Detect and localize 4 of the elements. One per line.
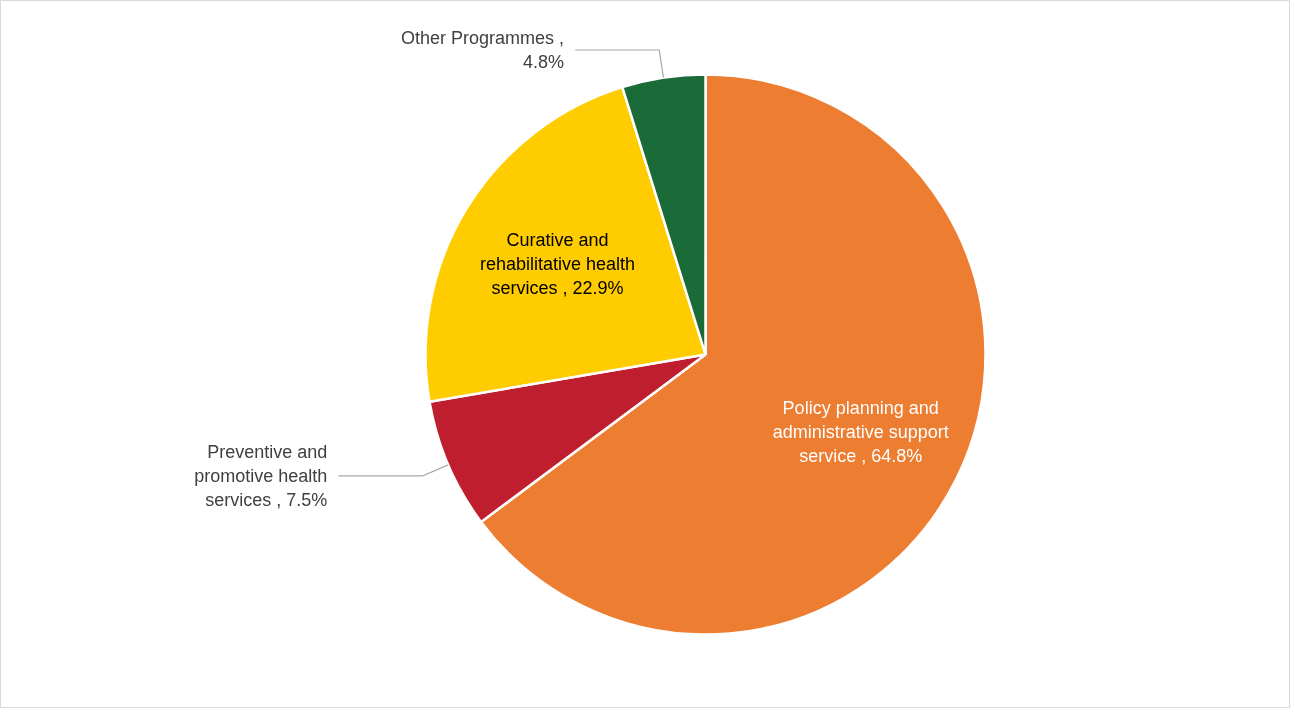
slice-label: Other Programmes , 4.8% (400, 28, 565, 72)
slice-label: Preventive and promotive health services , 7.5% (194, 441, 328, 510)
slice-label: Curative and rehabilitative health services , 22.9% (479, 229, 636, 298)
slice-label: Policy planning and administrative support service , 64.8% (772, 398, 949, 467)
